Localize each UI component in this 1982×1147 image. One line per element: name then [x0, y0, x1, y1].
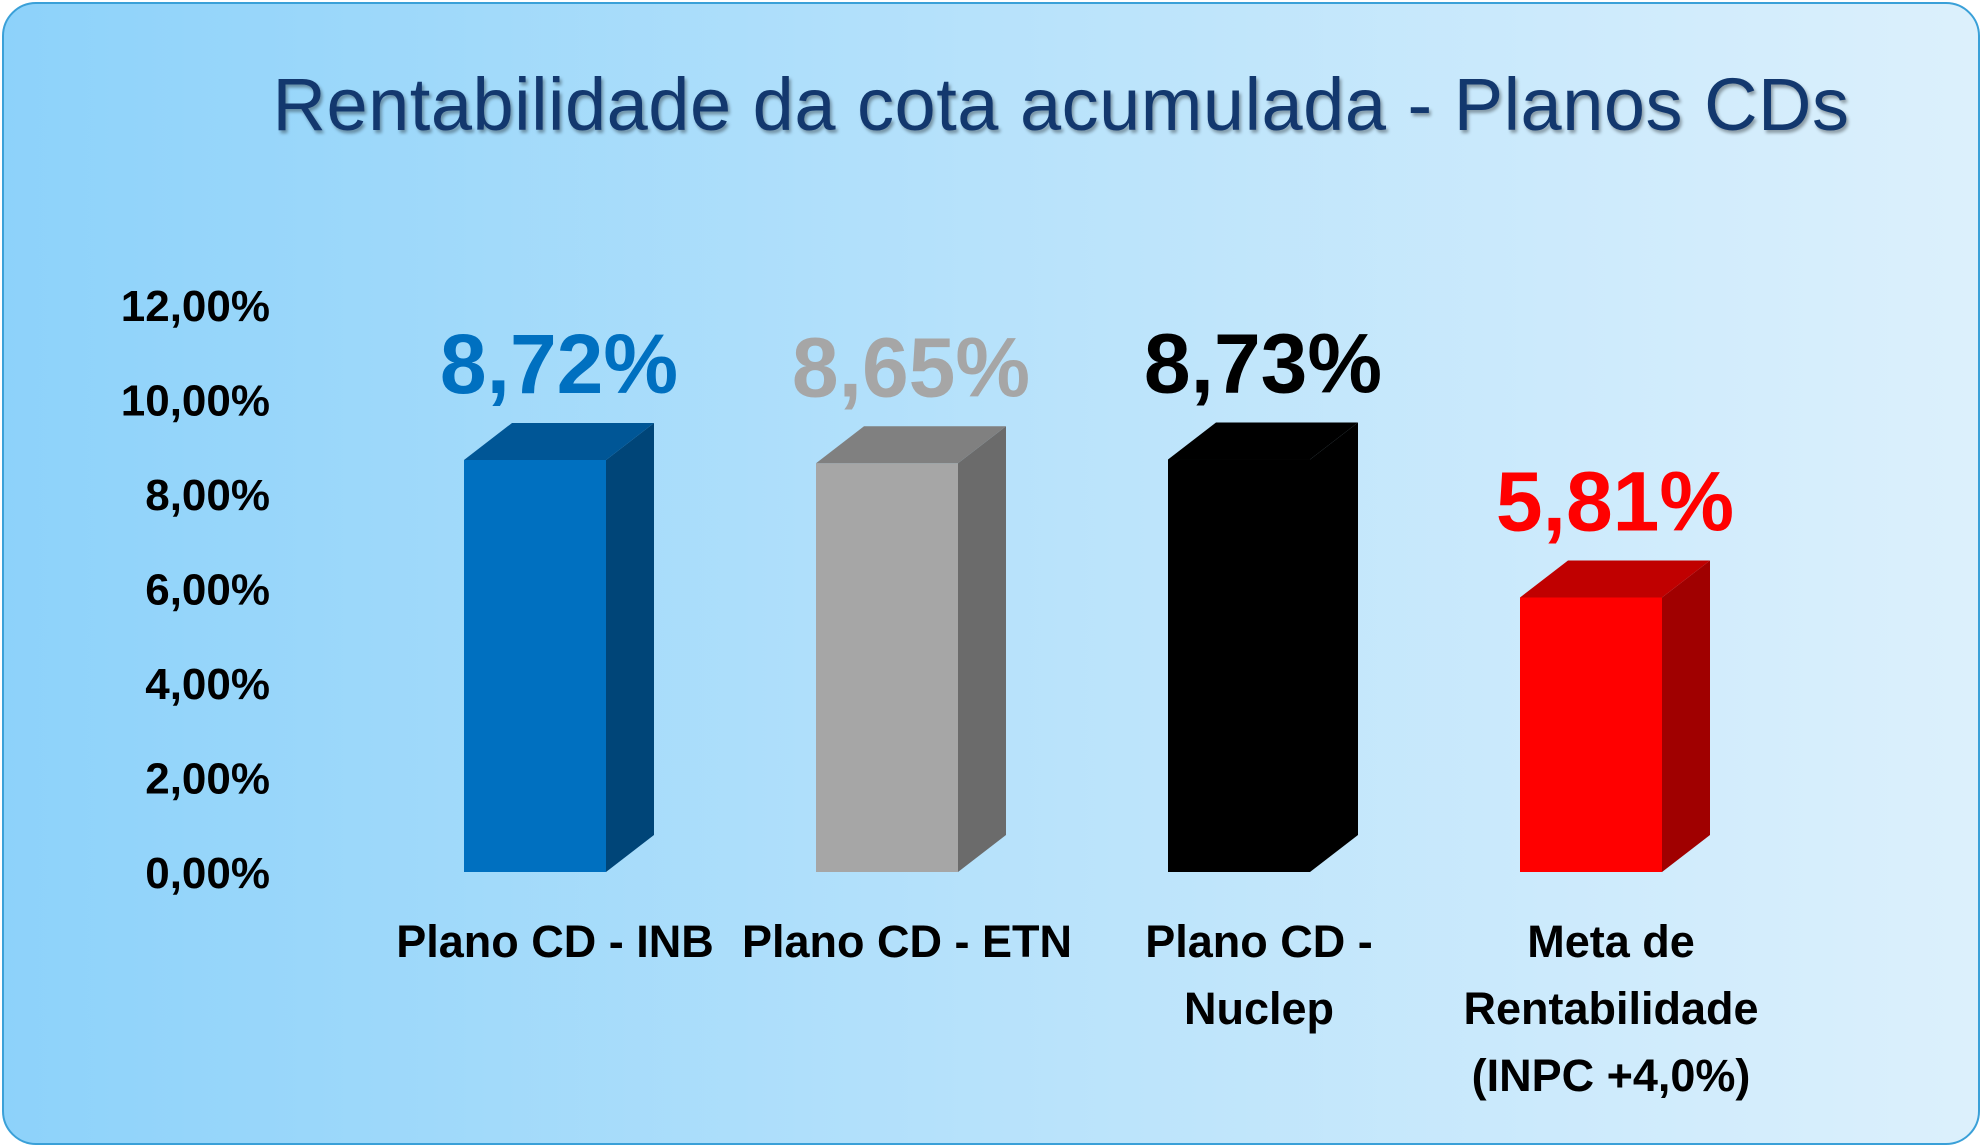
- chart-title: Rentabilidade da cota acumulada - Planos…: [272, 63, 1850, 146]
- bar: [816, 426, 1006, 872]
- category-label: Meta de Rentabilidade (INPC +4,0%): [1463, 916, 1758, 1101]
- data-label: 8,65%: [792, 320, 1030, 414]
- y-tick-label: 12,00%: [121, 282, 270, 331]
- bar-top: [464, 422, 654, 460]
- bar-top: [816, 426, 1006, 464]
- bar-front: [464, 459, 606, 872]
- bar-side: [1310, 422, 1358, 872]
- bar-top: [1168, 422, 1358, 460]
- y-tick-label: 0,00%: [145, 849, 270, 898]
- bar-side: [606, 422, 654, 872]
- category-label: Plano CD -Nuclep: [1145, 916, 1373, 1034]
- bar-side: [1662, 560, 1710, 872]
- y-tick-label: 8,00%: [145, 471, 270, 520]
- data-label: 8,72%: [440, 317, 678, 411]
- y-tick-label: 6,00%: [145, 566, 270, 615]
- bar-front: [1520, 597, 1662, 872]
- category-label: Plano CD - INB: [396, 916, 714, 967]
- y-tick-label: 10,00%: [121, 377, 270, 426]
- y-tick-label: 2,00%: [145, 755, 270, 804]
- bar-front: [816, 463, 958, 872]
- bar: [464, 422, 654, 872]
- data-label: 5,81%: [1496, 454, 1734, 548]
- bar-top: [1520, 560, 1710, 598]
- bar-side: [958, 426, 1006, 872]
- y-tick-label: 4,00%: [145, 660, 270, 709]
- bar: [1520, 560, 1710, 872]
- bar: [1168, 422, 1358, 872]
- data-label: 8,73%: [1144, 317, 1382, 411]
- bar-front: [1168, 459, 1310, 872]
- category-label: Plano CD - ETN: [742, 916, 1072, 967]
